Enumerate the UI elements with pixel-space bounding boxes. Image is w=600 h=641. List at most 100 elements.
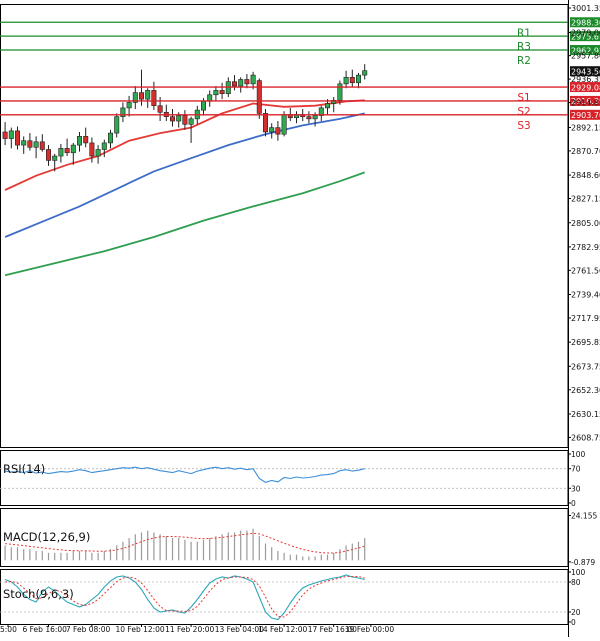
- time-tick-label: 6 Feb 16:00: [23, 625, 68, 634]
- price-tick-label: 2805.00: [571, 219, 600, 228]
- candle[interactable]: [244, 74, 250, 89]
- time-tick-label: 5:00: [0, 625, 17, 634]
- candle[interactable]: [64, 138, 70, 157]
- candle-body: [318, 107, 324, 116]
- price-tick-label: 2827.15: [571, 195, 600, 204]
- candle[interactable]: [8, 127, 14, 149]
- candle[interactable]: [238, 77, 244, 93]
- candle-body: [256, 80, 262, 114]
- level-value-badge: [570, 109, 600, 120]
- pivot-levels[interactable]: R3 2975.61 R2 2962.92 R1 2988.30 S1 2929.08 S2 29…: [0, 17, 600, 132]
- candle[interactable]: [262, 109, 268, 137]
- level-value-text: 2903.70: [571, 111, 600, 120]
- price-tick-label: 2848.60: [571, 171, 600, 180]
- candle[interactable]: [83, 127, 89, 148]
- candle-body: [120, 107, 126, 117]
- candle[interactable]: [15, 126, 21, 150]
- candle-body: [250, 74, 256, 85]
- level-value-badge: [570, 82, 600, 93]
- candle-body: [213, 90, 219, 96]
- candle-body: [21, 140, 27, 146]
- level-label: S1: [517, 92, 530, 104]
- price-tick-label: 2652.30: [571, 386, 600, 395]
- candle[interactable]: [27, 133, 33, 151]
- candle[interactable]: [324, 99, 330, 115]
- panel-tick-label: 100: [571, 450, 586, 459]
- candle-body: [108, 132, 114, 144]
- candle[interactable]: [108, 129, 114, 149]
- current-price-label: 2943.56: [571, 68, 600, 77]
- level-value-text: 2916.39: [571, 97, 600, 106]
- level-r2[interactable]: R2 2962.92: [0, 45, 600, 67]
- panel-tick-label: 30: [571, 484, 581, 493]
- candle[interactable]: [306, 111, 312, 124]
- moving-average-ma-slow: [4, 171, 366, 277]
- candle[interactable]: [343, 70, 349, 89]
- price-tick-label: 2673.75: [571, 362, 600, 371]
- candle-body: [157, 105, 163, 113]
- panel-tick-label: 0: [571, 499, 576, 508]
- candle[interactable]: [126, 95, 132, 117]
- candle[interactable]: [101, 139, 107, 158]
- candle[interactable]: [2, 122, 8, 146]
- candle-body: [219, 90, 225, 94]
- candle[interactable]: [89, 137, 95, 163]
- candle[interactable]: [170, 109, 176, 127]
- candle[interactable]: [33, 136, 39, 159]
- macd-signal-line: [5, 532, 365, 554]
- candle-body: [275, 127, 281, 135]
- candle[interactable]: [256, 78, 262, 119]
- candle[interactable]: [213, 86, 219, 102]
- candle[interactable]: [355, 72, 361, 89]
- panel-title: Stoch(9,6,3): [3, 587, 74, 601]
- price-tick-label: 2761.50: [571, 266, 600, 275]
- candle[interactable]: [52, 153, 58, 172]
- candle-body: [139, 92, 145, 100]
- rsi-panel[interactable]: RSI(14) 100 70 30 0: [0, 450, 586, 508]
- candle[interactable]: [275, 121, 281, 141]
- candle[interactable]: [77, 131, 83, 152]
- candle[interactable]: [70, 142, 76, 165]
- candle[interactable]: [331, 96, 337, 113]
- candle[interactable]: [318, 105, 324, 122]
- candle[interactable]: [219, 82, 225, 100]
- panel-tick-label: 24.155: [571, 511, 597, 520]
- candle[interactable]: [182, 110, 188, 130]
- candle[interactable]: [232, 75, 238, 91]
- candle[interactable]: [362, 64, 368, 80]
- candle[interactable]: [269, 123, 275, 139]
- level-value-badge: [570, 31, 600, 42]
- panel-tick-label: 80: [571, 578, 581, 587]
- candle[interactable]: [114, 113, 120, 138]
- candle[interactable]: [120, 102, 126, 123]
- candle[interactable]: [95, 145, 101, 164]
- level-s3[interactable]: S3 2903.70: [0, 109, 600, 132]
- candle[interactable]: [132, 86, 138, 110]
- stoch-d-line: [5, 576, 365, 618]
- candle-body: [244, 79, 250, 85]
- candle-body: [151, 90, 157, 107]
- level-r1[interactable]: R1 2988.30: [0, 17, 600, 39]
- level-value-badge: [570, 45, 600, 56]
- time-axis: 5:00 6 Feb 16:007 Feb 08:00 10 Feb 12:00 11…: [0, 624, 394, 634]
- candle[interactable]: [349, 69, 355, 88]
- candle[interactable]: [58, 144, 64, 163]
- candle[interactable]: [45, 145, 51, 166]
- macd-panel[interactable]: MACD(12,26,9) 24.155 -0.879: [3, 511, 597, 566]
- candle-body: [170, 116, 176, 122]
- candle-body: [349, 76, 355, 84]
- candle-body: [343, 76, 349, 85]
- candle-body: [337, 83, 343, 101]
- candle[interactable]: [188, 116, 194, 143]
- price-tick-label: 2870.70: [571, 147, 600, 156]
- panel-title: MACD(12,26,9): [3, 530, 90, 544]
- candle[interactable]: [39, 134, 45, 152]
- candle[interactable]: [145, 88, 151, 108]
- panel-tick-label: 70: [571, 465, 581, 474]
- panel-frames: [0, 0, 569, 637]
- candle[interactable]: [21, 136, 27, 154]
- level-value-badge: [570, 17, 600, 28]
